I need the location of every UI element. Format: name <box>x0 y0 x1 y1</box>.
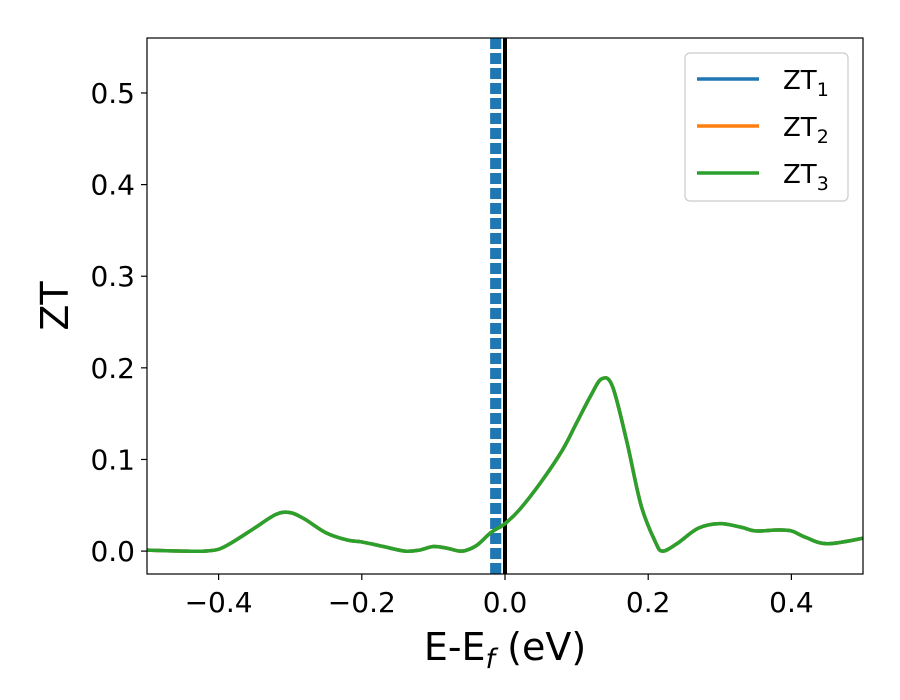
legend: ZT1 ZT2 ZT3 <box>684 52 849 202</box>
y-tick-label: 0.5 <box>90 77 135 110</box>
y-tick-label: 0.4 <box>90 169 135 202</box>
x-tick-label: 0.4 <box>769 586 814 619</box>
legend-box <box>684 52 849 202</box>
x-tick-label: 0.2 <box>626 586 671 619</box>
x-axis-label: E-Ef (eV) <box>424 625 586 675</box>
y-axis-label: ZT <box>33 281 77 331</box>
x-tick-label: 0.0 <box>483 586 528 619</box>
series-lines <box>147 376 863 554</box>
axes: −0.4 −0.2 0.0 0.2 0.4 0.0 0.1 0.2 0.3 0.4 0.5 E-Ef … <box>33 37 864 675</box>
y-tick-label: 0.3 <box>90 260 135 293</box>
y-tick-label: 0.0 <box>90 535 135 568</box>
vertical-lines <box>490 38 507 574</box>
legend-label-zt1: ZT1 <box>783 66 829 101</box>
y-tick-label: 0.2 <box>90 352 135 385</box>
x-tick-label: −0.4 <box>185 586 253 619</box>
x-tick-label: −0.2 <box>328 586 396 619</box>
legend-label-zt2: ZT2 <box>783 113 829 148</box>
series-line-zt3 <box>147 376 863 554</box>
y-tick-label: 0.1 <box>90 443 135 476</box>
legend-label-zt3: ZT3 <box>783 160 829 195</box>
